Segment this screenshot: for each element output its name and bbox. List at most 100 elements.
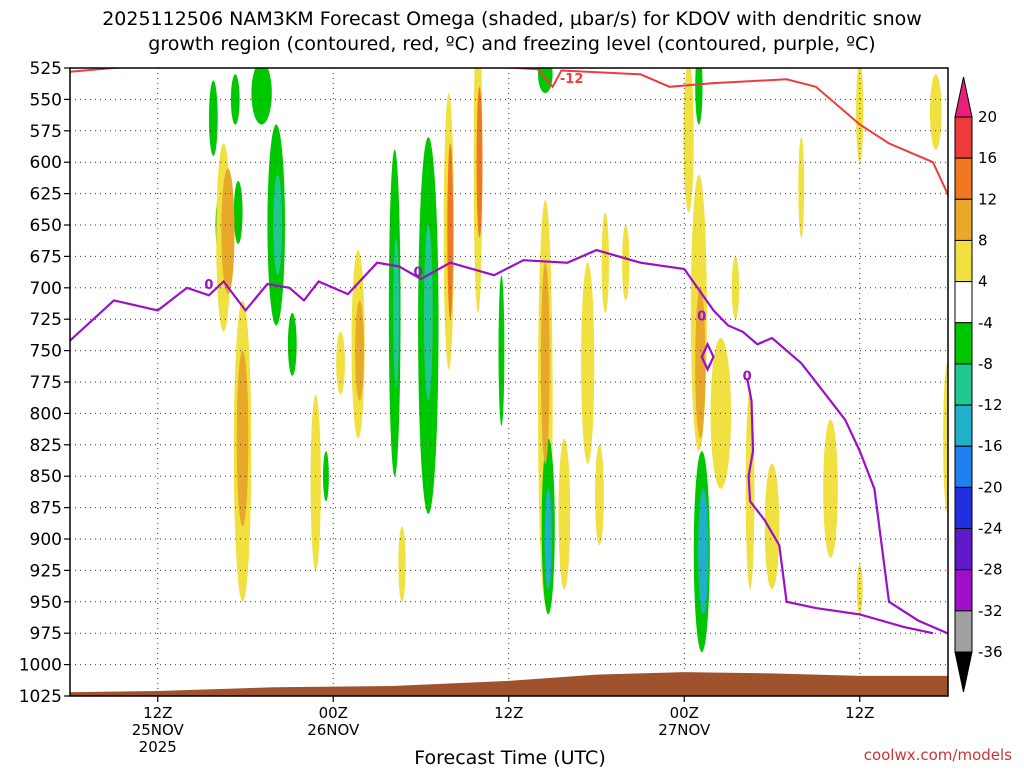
omega-cell: [695, 287, 706, 439]
y-tick-label: 525: [30, 59, 62, 79]
colorbar-label: 4: [978, 273, 988, 291]
omega-cell: [498, 275, 505, 426]
y-tick-label: 625: [30, 185, 62, 205]
y-tick-label: 1025: [19, 687, 62, 707]
omega-cell: [538, 68, 553, 94]
omega-cell: [601, 212, 609, 313]
omega-cell: [798, 137, 805, 238]
omega-cell: [251, 68, 272, 125]
y-tick-label: 775: [30, 373, 62, 393]
chart-title-line-2: growth region (contoured, red, ºC) and f…: [148, 33, 875, 55]
omega-cell: [476, 86, 483, 238]
x-tick-label: 00Z: [319, 704, 348, 722]
omega-cell: [622, 225, 630, 301]
y-tick-label: 975: [30, 624, 62, 644]
colorbar-label: -20: [978, 478, 1003, 496]
y-tick-label: 800: [30, 404, 62, 424]
omega-cell: [856, 564, 863, 615]
y-tick-label: 700: [30, 279, 62, 299]
colorbar-label: -36: [978, 643, 1003, 661]
freezing-level-line: [70, 248, 948, 635]
colorbar-band: [954, 486, 973, 530]
ground-fill: [70, 672, 948, 696]
colorbar-top-arrow: [954, 76, 973, 118]
colorbar-band: [954, 239, 973, 283]
dgz-contour-label: -12: [560, 72, 584, 87]
x-tick-label: 25NOV: [132, 721, 185, 739]
colorbar-band: [954, 198, 973, 241]
x-tick-label: 12Z: [494, 704, 523, 722]
freezing-contour-label: 0: [697, 309, 706, 324]
omega-cell: [236, 350, 249, 527]
x-axis-label: Forecast Time (UTC): [414, 747, 605, 768]
y-tick-label: 675: [30, 247, 62, 267]
freezing-level-loop: [700, 341, 715, 372]
colorbar-label: -4: [978, 314, 993, 332]
y-tick-label: 550: [30, 90, 62, 110]
omega-cell: [943, 363, 948, 514]
colorbar-label: -32: [978, 602, 1003, 620]
y-tick-label: 600: [30, 153, 62, 173]
x-tick-label: 2025: [139, 738, 177, 756]
plot-area: -12 0 0 0 0: [70, 68, 948, 696]
omega-cell: [393, 237, 400, 389]
omega-cell: [595, 444, 604, 546]
colorbar-label: 8: [978, 231, 988, 249]
colorbar-band: [954, 528, 973, 571]
y-tick-label: 925: [30, 561, 62, 581]
colorbar-band: [954, 610, 973, 653]
colorbar-band: [954, 281, 973, 324]
omega-cell: [447, 143, 454, 320]
x-tick-label: 27NOV: [658, 721, 711, 739]
colorbar-label: -24: [978, 520, 1003, 538]
colorbar-band: [954, 363, 973, 406]
credit-text: coolwx.com/models: [864, 746, 1012, 764]
omega-cell: [823, 419, 838, 558]
colorbar-band: [954, 157, 973, 200]
omega-cell: [336, 331, 345, 395]
omega-cell: [558, 438, 571, 590]
colorbar-label: -8: [978, 355, 993, 373]
x-tick-label: 12Z: [845, 704, 874, 722]
colorbar-band: [954, 445, 973, 488]
colorbar-label: 16: [978, 149, 997, 167]
colorbar-label: -16: [978, 437, 1003, 455]
omega-cell: [544, 488, 552, 590]
dgz-contour-line: [70, 68, 948, 198]
omega-cell: [423, 225, 433, 401]
colorbar-bottom-arrow: [954, 651, 973, 693]
colorbar-label: 12: [978, 190, 997, 208]
omega-cell: [695, 68, 703, 125]
y-tick-label: 825: [30, 436, 62, 456]
omega-cell: [287, 312, 297, 376]
y-tick-label: 750: [30, 342, 62, 362]
freezing-contour-label: 0: [204, 278, 213, 293]
colorbar-band: [954, 116, 973, 159]
y-tick-label: 850: [30, 467, 62, 487]
colorbar-label: -28: [978, 561, 1003, 579]
colorbar-label: -12: [978, 396, 1003, 414]
omega-cell: [540, 262, 550, 464]
y-tick-label: 650: [30, 216, 62, 236]
omega-cell: [764, 463, 780, 590]
omega-cell: [355, 300, 364, 401]
y-tick-label: 900: [30, 530, 62, 550]
x-tick-label: 26NOV: [307, 721, 360, 739]
chart-title-line-1: 2025112506 NAM3KM Forecast Omega (shaded…: [102, 8, 922, 30]
omega-shading: [208, 68, 948, 653]
omega-cell: [273, 174, 283, 276]
ground-surface: [70, 672, 948, 696]
freezing-level-secondary: [746, 377, 934, 635]
y-tick-label: 725: [30, 310, 62, 330]
freezing-contour-label: 0: [414, 265, 423, 280]
y-tick-label: 1000: [19, 656, 62, 676]
contour-lines: -12 0 0 0 0: [70, 68, 948, 635]
omega-cell: [310, 394, 321, 571]
omega-cell: [398, 526, 406, 602]
y-axis-ticks: 525 550 575 600 625 650 675 700 725 750 775 800 825 8…: [19, 59, 70, 707]
omega-cell: [221, 168, 235, 295]
x-tick-label: 12Z: [143, 704, 172, 722]
omega-cell: [698, 488, 709, 615]
